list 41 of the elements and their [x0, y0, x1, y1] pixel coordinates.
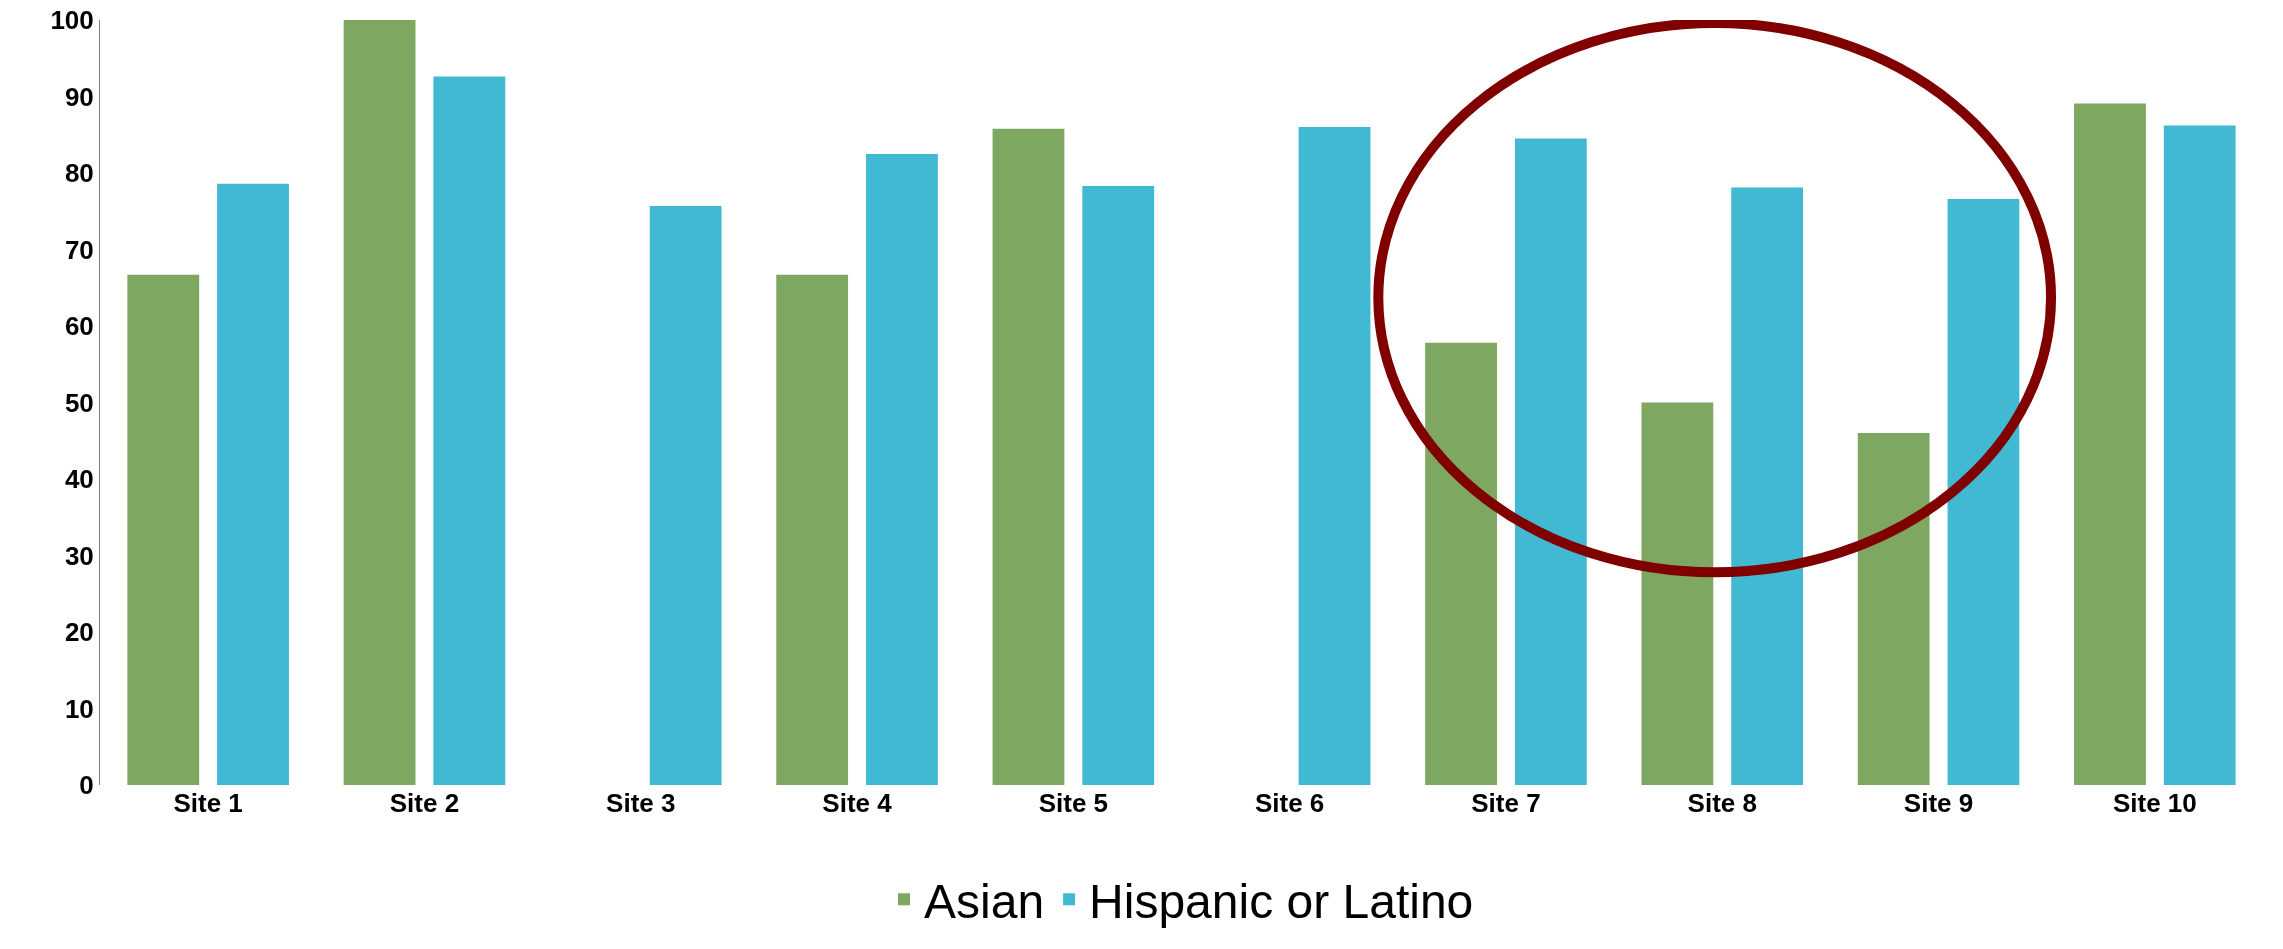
bar: [1947, 199, 2020, 785]
bar: [1731, 187, 1804, 785]
bar: [1298, 127, 1371, 785]
bar: [1425, 342, 1497, 785]
y-tick-label: 0: [79, 770, 94, 801]
bar: [866, 153, 938, 785]
x-tick-label: Site 10: [2112, 788, 2197, 818]
y-tick-label: 30: [64, 540, 94, 571]
y-tick-label: 40: [64, 464, 94, 495]
legend-label: Hispanic or Latino: [1089, 874, 1474, 928]
y-tick-label: 10: [64, 693, 94, 724]
bar: [649, 205, 722, 785]
y-tick-label: 60: [64, 311, 94, 342]
bar: [1641, 402, 1714, 785]
legend-label: Asian: [924, 874, 1045, 928]
x-tick-label: Site 2: [389, 788, 460, 818]
y-tick-label: 80: [64, 158, 94, 189]
x-tick-label: Site 9: [1903, 788, 1974, 818]
y-tick-label: 100: [50, 5, 94, 36]
bar: [2163, 125, 2236, 785]
bar: [2074, 103, 2146, 785]
x-tick-label: Site 1: [173, 788, 243, 818]
x-tick-label: Site 5: [1038, 788, 1109, 818]
bar: [343, 20, 416, 785]
y-tick-label: 20: [64, 617, 94, 648]
y-tick-label: 90: [64, 81, 94, 112]
x-tick-label: Site 3: [606, 788, 676, 818]
bar: [1514, 138, 1587, 785]
bar: [1082, 186, 1155, 785]
bar: [433, 76, 506, 785]
bar: [776, 274, 849, 785]
bar: [1857, 433, 1930, 785]
x-tick-label: Site 6: [1254, 788, 1325, 818]
y-tick-label: 50: [64, 387, 94, 418]
bar: [127, 274, 200, 785]
x-tick-label: Site 7: [1471, 788, 1541, 818]
y-tick-label: 70: [64, 234, 94, 265]
bar: [217, 183, 289, 785]
x-tick-label: Site 8: [1687, 788, 1757, 818]
bar: [992, 128, 1065, 785]
x-tick-label: Site 4: [822, 788, 893, 818]
